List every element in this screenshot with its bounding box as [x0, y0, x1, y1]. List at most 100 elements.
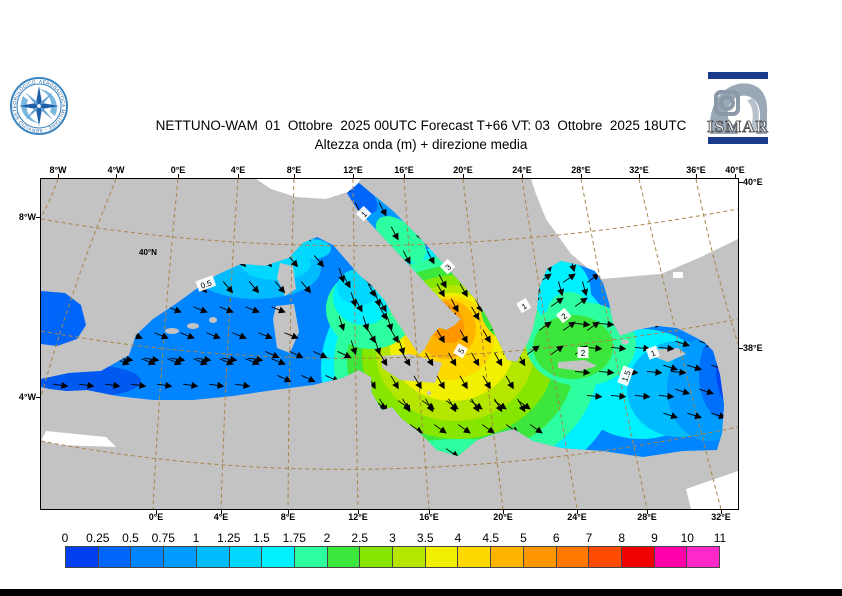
- colorbar-tick: 6: [552, 531, 560, 545]
- colorbar-tick: 0.5: [122, 531, 139, 545]
- axis-tickmark: [522, 174, 523, 179]
- axis-tick-label: 40°E: [743, 177, 763, 187]
- colorbar-cell: [393, 547, 426, 567]
- axis-tick-label: 12°E: [348, 512, 368, 522]
- axis-tick-label: 8°W: [49, 165, 67, 175]
- colorbar-cell: [556, 547, 590, 567]
- svg-text:1: 1: [650, 348, 658, 358]
- svg-text:2: 2: [560, 311, 570, 321]
- svg-text:3: 3: [444, 262, 454, 272]
- contour-label: 5: [453, 343, 469, 359]
- axis-tickmark: [581, 174, 582, 179]
- svg-text:1.5: 1.5: [620, 369, 632, 383]
- axis-tickmark: [647, 509, 648, 514]
- axis-tickmark: [577, 509, 578, 514]
- colorbar-cell: [458, 547, 492, 567]
- contour-label: 1: [516, 298, 532, 314]
- colorbar-cell: [131, 547, 165, 567]
- colorbar-tick: 1.75: [282, 531, 306, 545]
- colorbar-tick-labels: 0 0.25 0.5 0.75 1 1.25 1.5 1.75 2 2.5 3 3.5 4 4.5 5 6 7 8…: [61, 531, 727, 546]
- axis-tickmark: [116, 174, 117, 179]
- colorbar-cell: [360, 547, 394, 567]
- axis-tickmark: [238, 174, 239, 179]
- svg-text:0.5: 0.5: [199, 278, 213, 290]
- svg-text:1: 1: [360, 209, 370, 219]
- axis-tickmark: [463, 174, 464, 179]
- svg-text:5: 5: [456, 347, 466, 356]
- forecast-subtitle: Altezza onda (m) + direzione media: [314, 137, 528, 152]
- axis-tick-label: 28°E: [637, 512, 657, 522]
- colorbar-tick: 5: [520, 531, 527, 545]
- colorbar-cell: [491, 547, 524, 567]
- atlantic-france-white: [256, 179, 361, 199]
- contour-value-labels: 0.5 1 3 5 1 2 2 1.5 1: [195, 205, 660, 387]
- axis-tickmark: [36, 217, 41, 218]
- small-white-patch: [673, 272, 683, 278]
- colorbar-tick: 1: [192, 531, 200, 545]
- colorbar-cell: [262, 547, 295, 567]
- out-of-domain-areas: [41, 179, 738, 509]
- colorbar-cell: [98, 547, 132, 567]
- axis-tick-label: 8°W: [18, 212, 36, 222]
- axis-tickmark: [221, 509, 222, 514]
- axis-tickmark: [404, 174, 405, 179]
- colorbar-cell: [327, 547, 361, 567]
- axis-tickmark: [288, 509, 289, 514]
- colorbar-tick: 4.5: [482, 531, 500, 545]
- colorbar-cell: [687, 547, 720, 567]
- colorbar-cell: [229, 547, 263, 567]
- sardinia: [273, 304, 299, 353]
- axis-tick-label: 28°E: [571, 165, 591, 175]
- colorbar-tick: 10: [680, 531, 694, 545]
- colorbar-tick: 4: [454, 531, 462, 545]
- colorbar-tick: 8: [618, 531, 626, 545]
- bottom-black-bar: [0, 589, 842, 596]
- contour-label: 2: [555, 307, 572, 324]
- mallorca: [165, 328, 179, 334]
- axis-tick-label: 32°E: [711, 512, 731, 522]
- axis-tick-label: 4°W: [18, 392, 36, 402]
- colorbar-tick: 7: [585, 531, 593, 545]
- axis-tick-label: 20°E: [493, 512, 513, 522]
- svg-text:2: 2: [581, 349, 586, 358]
- egypt-corner-white: [686, 471, 738, 509]
- colorbar-cell: [425, 547, 459, 567]
- axis-tickmark: [178, 174, 179, 179]
- axis-tick-label: 8°E: [280, 512, 296, 522]
- colorbar-cell: [164, 547, 197, 567]
- colorbar-tick: 2: [323, 531, 331, 545]
- sicily: [382, 354, 442, 383]
- axis-tickmark: [353, 174, 354, 179]
- axis-tick-label: 4°E: [230, 165, 246, 175]
- axis-tick-label: 8°E: [286, 165, 302, 175]
- colorbar-tick: 1.25: [217, 531, 241, 545]
- colorbar-cell: [654, 547, 688, 567]
- axis-tickmark: [721, 509, 722, 514]
- colorbar-cell: [294, 547, 328, 567]
- contour-label: 2: [577, 347, 589, 358]
- contour-label: 1.5: [617, 365, 634, 387]
- mediterranean-wave-map: 0.5 1 3 5 1 2 2 1.5 1 40°N 8°W 4°W 0°E 4°E 8°E 12°E 16…: [19, 165, 763, 522]
- colorbar-tick: 0: [61, 531, 69, 545]
- axis-tick-label: 24°E: [567, 512, 587, 522]
- axis-tickmark: [738, 348, 743, 349]
- islands: [165, 263, 686, 395]
- balearic-isle: [209, 317, 217, 323]
- axis-tick-label: 24°E: [512, 165, 532, 175]
- graticule: [41, 179, 738, 509]
- axis-tickmark: [639, 174, 640, 179]
- contour-label: 1: [645, 345, 660, 360]
- axis-tickmark: [738, 182, 743, 183]
- axis-tick-label: 38°E: [743, 343, 763, 353]
- contour-label: 0.5: [195, 275, 217, 292]
- colorbar-cell: [621, 547, 655, 567]
- forecast-title: NETTUNO-WAM 01 Ottobre 2025 00UTC Foreca…: [155, 118, 687, 133]
- black-sea-white: [521, 179, 738, 279]
- ismar-logo-text: ISMAR: [707, 117, 769, 136]
- colorbar-tick: 1.5: [253, 531, 270, 545]
- axis-tickmark: [429, 509, 430, 514]
- latitude-inner-label: 40°N: [139, 248, 157, 257]
- axis-tickmark: [294, 174, 295, 179]
- axis-tick-label: 40°E: [725, 165, 745, 175]
